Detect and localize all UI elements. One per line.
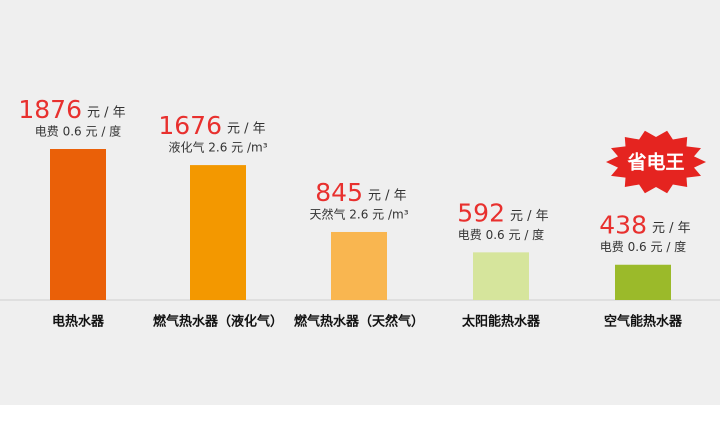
bar (331, 231, 387, 300)
note-label: 电费 0.6 元 / 度 (35, 124, 121, 139)
bar (615, 264, 671, 300)
value-label: 438 (599, 211, 647, 240)
bar (473, 252, 529, 300)
note-label: 液化气 2.6 元 /m³ (168, 140, 267, 155)
footer-strip (0, 405, 720, 422)
bar (190, 165, 246, 300)
background (0, 0, 720, 405)
unit-label: 元 / 年 (368, 188, 407, 203)
value-label: 1876 (18, 95, 82, 124)
badge-label: 省电王 (626, 151, 684, 174)
category-label: 燃气热水器（液化气） (153, 314, 283, 330)
unit-label: 元 / 年 (652, 221, 691, 236)
note-label: 天然气 2.6 元 /m³ (309, 206, 408, 221)
badge-burst (606, 130, 706, 194)
category-label: 燃气热水器（天然气） (294, 314, 424, 330)
unit-label: 元 / 年 (87, 106, 126, 121)
value-label: 845 (315, 178, 363, 207)
category-label: 空气能热水器 (604, 314, 683, 330)
bar (50, 149, 106, 300)
unit-label: 元 / 年 (227, 122, 266, 137)
note-label: 电费 0.6 元 / 度 (600, 239, 686, 254)
value-label: 592 (457, 198, 505, 227)
value-label: 1676 (158, 111, 222, 140)
unit-label: 元 / 年 (510, 209, 549, 224)
note-label: 电费 0.6 元 / 度 (458, 227, 544, 242)
category-label: 电热水器 (52, 314, 105, 330)
category-label: 太阳能热水器 (461, 314, 541, 330)
